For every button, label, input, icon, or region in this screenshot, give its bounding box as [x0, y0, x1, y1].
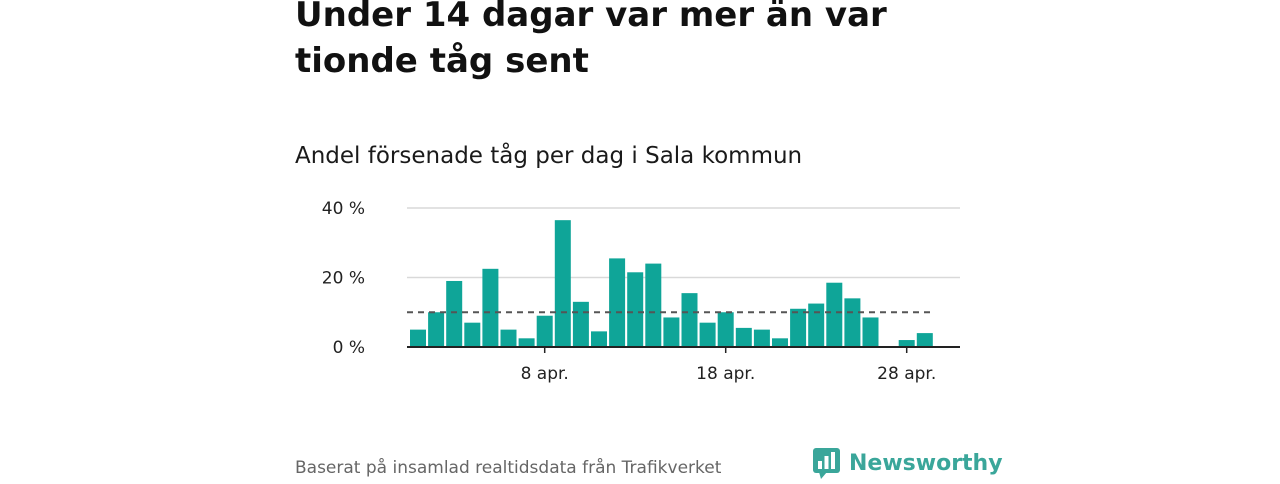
- bar: [790, 308, 807, 347]
- brand-name: Newsworthy: [849, 450, 1003, 476]
- bar: [772, 338, 788, 347]
- brand-logo[interactable]: Newsworthy: [813, 446, 1003, 480]
- bar: [826, 282, 843, 347]
- bar: [627, 272, 644, 347]
- bar: [482, 268, 499, 347]
- bar: [862, 317, 879, 347]
- bar: [410, 329, 426, 347]
- bar: [753, 329, 770, 347]
- chart-title: Under 14 dagar var mer än var tionde tåg…: [295, 0, 887, 81]
- bar: [428, 312, 445, 347]
- bar-chart: 0 % 20 % 40 % 8 apr. 18 apr. 28 apr.: [322, 199, 960, 384]
- axes: 0 % 20 % 40 % 8 apr. 18 apr. 28 apr.: [322, 199, 960, 384]
- gridlines: [407, 207, 960, 279]
- bars: [410, 220, 933, 347]
- bar: [735, 327, 752, 347]
- x-tick-label: 18 apr.: [696, 364, 755, 384]
- bar: [916, 333, 933, 347]
- x-tick-label: 28 apr.: [877, 364, 936, 384]
- bar: [572, 301, 589, 347]
- bar: [554, 220, 571, 347]
- source-note: Baserat på insamlad realtidsdata från Tr…: [295, 458, 722, 478]
- bar: [446, 280, 463, 347]
- bar: [536, 315, 553, 347]
- bar: [699, 322, 716, 347]
- bar: [609, 258, 626, 347]
- chart-subtitle: Andel försenade tåg per dag i Sala kommu…: [295, 143, 803, 169]
- bar: [518, 338, 535, 347]
- bar-chart-speech-bubble-icon: [813, 448, 840, 479]
- bar: [681, 293, 698, 347]
- bar: [663, 317, 680, 347]
- bar: [500, 329, 517, 347]
- y-tick-label: 40 %: [322, 199, 365, 219]
- bar: [464, 322, 481, 347]
- bar: [898, 340, 915, 347]
- bar: [844, 298, 861, 347]
- bar: [591, 331, 607, 347]
- x-tick-label: 8 apr.: [521, 364, 569, 384]
- y-tick-label: 0 %: [333, 338, 365, 358]
- bar: [645, 263, 662, 347]
- y-tick-label: 20 %: [322, 269, 365, 289]
- bar: [808, 303, 825, 347]
- bar: [717, 312, 734, 347]
